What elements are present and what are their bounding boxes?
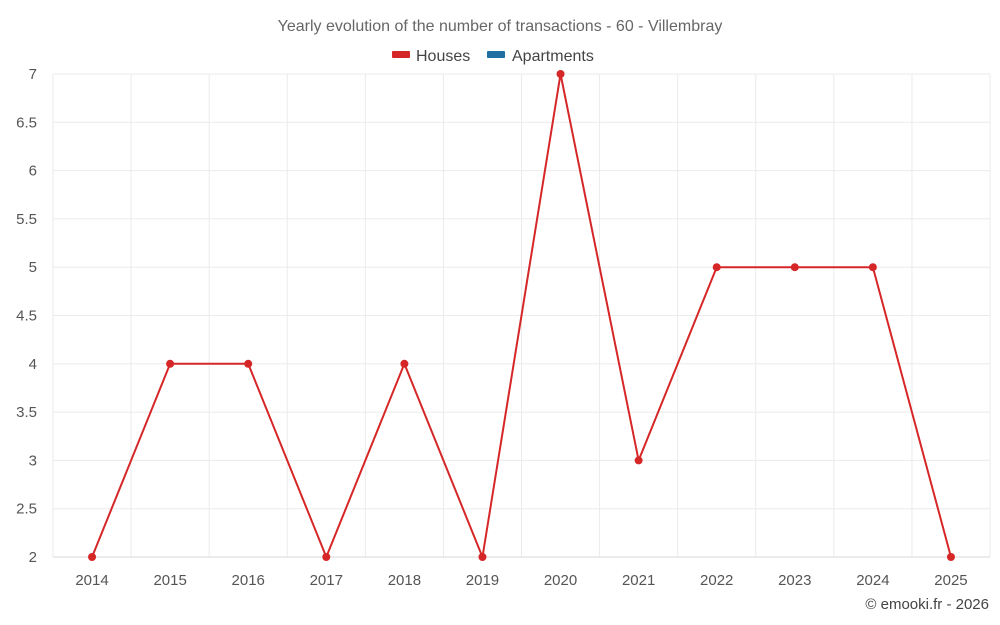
data-point-houses-2021[interactable] [634, 456, 643, 465]
credit-text: © emooki.fr - 2026 [865, 596, 989, 613]
x-tick-label: 2024 [856, 572, 889, 589]
legend: Houses Apartments [392, 48, 594, 65]
series-layer [88, 70, 955, 561]
y-tick-label: 5 [29, 259, 37, 276]
x-tick-label: 2017 [310, 572, 343, 589]
x-tick-label: 2014 [75, 572, 108, 589]
x-tick-label: 2025 [934, 572, 967, 589]
chart-title: Yearly evolution of the number of transa… [278, 18, 723, 35]
y-tick-label: 2.5 [16, 501, 37, 518]
data-point-houses-2023[interactable] [790, 263, 799, 272]
x-tick-label: 2022 [700, 572, 733, 589]
x-tick-label: 2016 [232, 572, 265, 589]
x-axis-ticks: 2014 2015 2016 2017 2018 2019 2020 2021 2022 2023… [75, 572, 967, 589]
legend-label-houses: Houses [416, 48, 470, 65]
data-point-houses-2019[interactable] [478, 553, 487, 561]
y-tick-label: 3.5 [16, 404, 37, 421]
y-tick-label: 2 [29, 549, 37, 566]
data-point-houses-2015[interactable] [166, 359, 175, 368]
y-tick-label: 4 [29, 356, 37, 373]
data-point-houses-2020[interactable] [556, 70, 565, 78]
legend-label-apartments: Apartments [512, 48, 594, 65]
series-line-houses [91, 73, 952, 558]
x-tick-label: 2021 [622, 572, 655, 589]
y-tick-label: 6.5 [16, 114, 37, 131]
legend-swatch-apartments [487, 51, 505, 58]
data-point-houses-2018[interactable] [400, 359, 409, 368]
data-point-houses-2025[interactable] [946, 553, 955, 561]
data-point-houses-2022[interactable] [712, 263, 721, 272]
legend-item-apartments[interactable]: Apartments [487, 48, 594, 65]
y-tick-label: 5.5 [16, 211, 37, 228]
y-axis-ticks: 2 2.5 3 3.5 4 4.5 5 5.5 6 6.5 7 [16, 66, 37, 566]
x-tick-label: 2019 [466, 572, 499, 589]
vertical-gridlines [52, 74, 991, 557]
data-point-houses-2017[interactable] [322, 553, 331, 561]
legend-item-houses[interactable]: Houses [392, 48, 470, 65]
x-tick-label: 2020 [544, 572, 577, 589]
y-tick-label: 7 [29, 66, 37, 83]
data-point-houses-2016[interactable] [244, 359, 253, 368]
x-tick-label: 2015 [153, 572, 186, 589]
x-tick-label: 2018 [388, 572, 421, 589]
y-tick-label: 3 [29, 452, 37, 469]
y-tick-label: 6 [29, 163, 37, 180]
legend-swatch-houses [392, 51, 410, 58]
data-point-houses-2014[interactable] [88, 553, 97, 561]
y-tick-label: 4.5 [16, 308, 37, 325]
data-point-houses-2024[interactable] [868, 263, 877, 272]
x-tick-label: 2023 [778, 572, 811, 589]
